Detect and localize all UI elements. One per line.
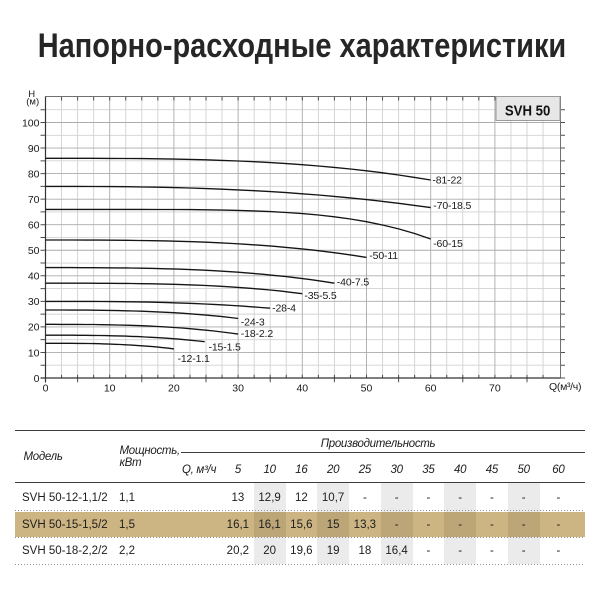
svg-text:90: 90 [28,143,40,155]
svg-text:-81-22: -81-22 [432,175,462,187]
svg-text:80: 80 [28,168,40,180]
svg-text:50: 50 [361,383,373,395]
svg-text:Q(м³/ч): Q(м³/ч) [549,381,581,393]
svg-text:-28-4: -28-4 [272,303,296,315]
svg-text:10: 10 [28,347,40,359]
svg-text:-60-15: -60-15 [433,238,463,250]
svg-text:20: 20 [168,383,180,395]
svg-text:H: H [28,89,35,100]
svg-text:30: 30 [232,383,244,395]
svg-text:0: 0 [34,373,40,385]
svg-text:40: 40 [296,383,308,395]
svg-text:-18-2.2: -18-2.2 [241,328,274,340]
svg-text:60: 60 [425,383,437,395]
svg-text:-50-11: -50-11 [369,250,398,262]
svg-text:60: 60 [28,220,40,232]
svg-text:70: 70 [489,383,501,395]
svg-text:20: 20 [28,322,40,334]
svg-text:-12-1.1: -12-1.1 [178,353,211,365]
svg-text:30: 30 [28,296,40,308]
svg-text:100: 100 [22,117,40,129]
svg-text:10: 10 [104,383,116,395]
svg-text:(м): (м) [26,97,39,108]
svg-text:-70-18.5: -70-18.5 [433,200,471,212]
svg-text:SVH 50: SVH 50 [505,102,551,119]
svg-text:70: 70 [28,194,40,206]
svg-text:40: 40 [28,271,40,283]
svg-text:-24-3: -24-3 [241,317,265,329]
svg-text:-40-7.5: -40-7.5 [337,277,370,289]
svg-text:0: 0 [43,383,49,395]
svg-text:50: 50 [28,245,40,257]
svg-text:-15-1.5: -15-1.5 [209,342,242,354]
svg-text:-35-5.5: -35-5.5 [304,290,337,302]
